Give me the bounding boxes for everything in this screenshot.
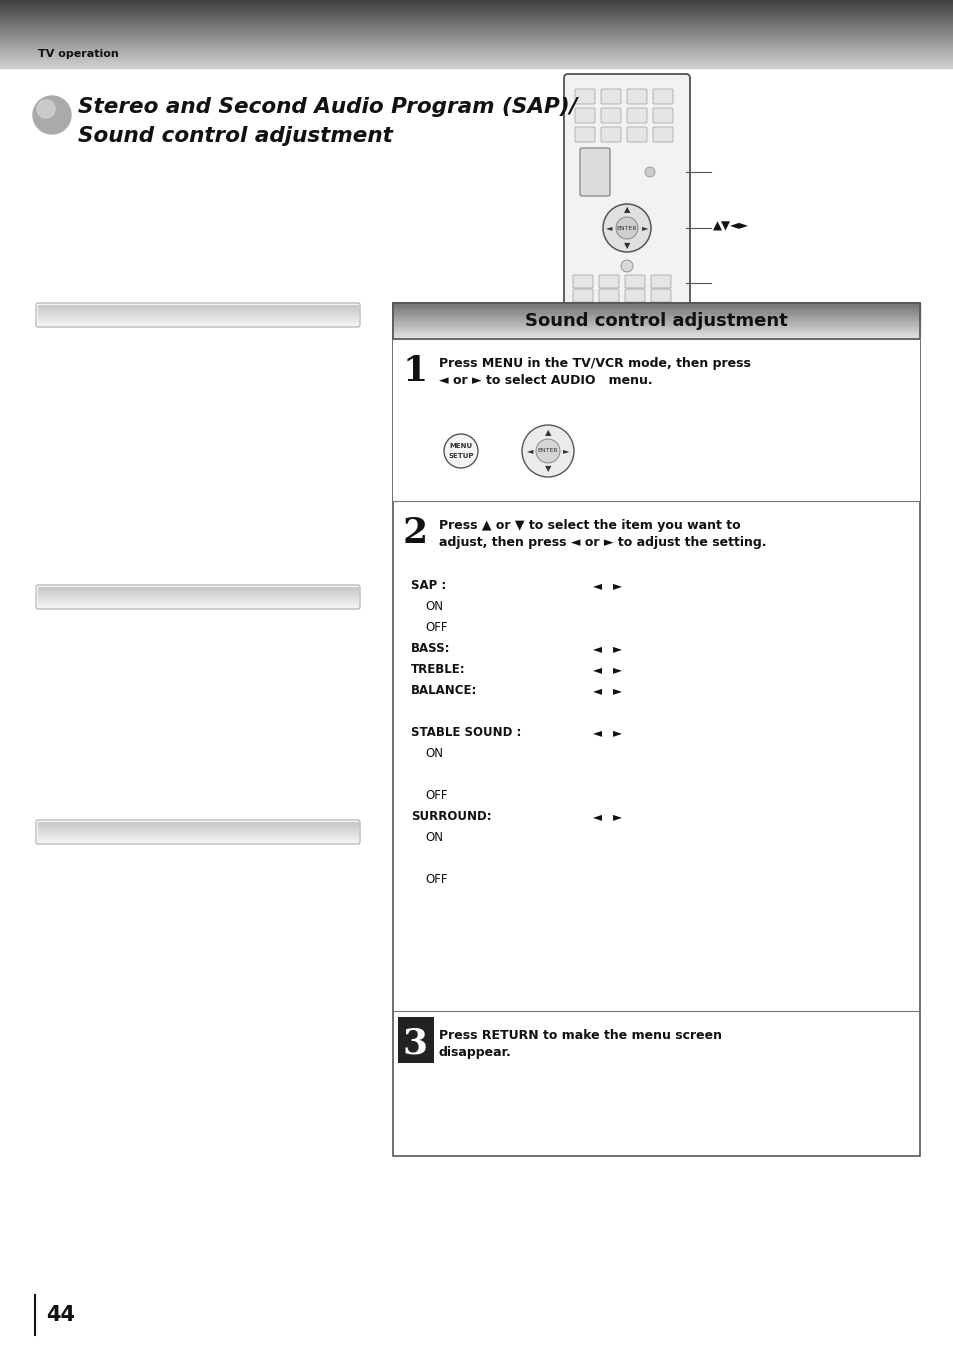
Text: ▲: ▲ <box>623 205 630 215</box>
Text: OFF: OFF <box>424 873 447 886</box>
Text: BALANCE:: BALANCE: <box>411 684 476 697</box>
Text: ▲: ▲ <box>544 428 551 438</box>
Bar <box>393 303 919 339</box>
Text: ◄: ◄ <box>526 446 533 455</box>
Text: ENTER: ENTER <box>616 226 637 231</box>
FancyBboxPatch shape <box>650 276 670 288</box>
FancyBboxPatch shape <box>573 289 593 303</box>
Text: ▲▼◄►: ▲▼◄► <box>712 219 748 232</box>
FancyBboxPatch shape <box>393 303 919 1156</box>
Circle shape <box>602 204 650 253</box>
FancyBboxPatch shape <box>595 320 617 332</box>
Text: MENU: MENU <box>449 443 472 449</box>
Text: Press MENU in the TV/VCR mode, then press: Press MENU in the TV/VCR mode, then pres… <box>438 357 750 370</box>
FancyBboxPatch shape <box>626 108 646 123</box>
Text: disappear.: disappear. <box>438 1046 511 1059</box>
Text: ►: ► <box>641 223 648 232</box>
Text: ◄: ◄ <box>593 580 601 592</box>
Text: ◄: ◄ <box>593 663 601 676</box>
FancyBboxPatch shape <box>622 320 644 332</box>
Text: BASS:: BASS: <box>411 642 450 655</box>
Text: ►: ► <box>613 684 621 697</box>
Text: OFF: OFF <box>424 789 447 802</box>
FancyBboxPatch shape <box>652 108 672 123</box>
FancyBboxPatch shape <box>600 89 620 104</box>
Text: ▼: ▼ <box>544 465 551 473</box>
Circle shape <box>443 434 477 467</box>
FancyBboxPatch shape <box>598 289 618 303</box>
FancyBboxPatch shape <box>579 149 609 196</box>
Text: ◄: ◄ <box>593 642 601 655</box>
Text: SURROUND:: SURROUND: <box>411 811 491 823</box>
FancyBboxPatch shape <box>624 303 644 316</box>
FancyBboxPatch shape <box>563 74 689 312</box>
Circle shape <box>33 96 71 134</box>
Text: Stereo and Second Audio Program (SAP)/: Stereo and Second Audio Program (SAP)/ <box>78 97 577 118</box>
Text: 44: 44 <box>46 1305 75 1325</box>
Text: ◄ or ► to select AUDIO   menu.: ◄ or ► to select AUDIO menu. <box>438 374 652 386</box>
FancyBboxPatch shape <box>600 108 620 123</box>
Text: 1: 1 <box>402 354 428 388</box>
Text: TREBLE:: TREBLE: <box>411 663 465 676</box>
Text: ►: ► <box>613 642 621 655</box>
FancyBboxPatch shape <box>575 89 595 104</box>
FancyBboxPatch shape <box>652 89 672 104</box>
FancyBboxPatch shape <box>598 276 618 288</box>
FancyBboxPatch shape <box>600 127 620 142</box>
FancyBboxPatch shape <box>624 276 644 288</box>
Text: OFF: OFF <box>424 621 447 634</box>
Text: ►: ► <box>613 725 621 739</box>
FancyBboxPatch shape <box>573 276 593 288</box>
Text: Sound control adjustment: Sound control adjustment <box>78 126 393 146</box>
Text: ►: ► <box>613 663 621 676</box>
FancyBboxPatch shape <box>575 127 595 142</box>
FancyBboxPatch shape <box>652 127 672 142</box>
Text: ◄: ◄ <box>605 223 612 232</box>
Text: ON: ON <box>424 747 442 761</box>
Text: STABLE SOUND :: STABLE SOUND : <box>411 725 521 739</box>
Text: 3: 3 <box>402 1025 428 1061</box>
Bar <box>397 1017 434 1063</box>
Text: ON: ON <box>424 831 442 844</box>
Text: ENTER: ENTER <box>537 449 558 454</box>
Text: Sound control adjustment: Sound control adjustment <box>524 312 787 330</box>
Text: SAP :: SAP : <box>411 580 446 592</box>
Text: TV operation: TV operation <box>38 49 118 59</box>
FancyBboxPatch shape <box>624 289 644 303</box>
FancyBboxPatch shape <box>650 303 670 316</box>
Text: ◄: ◄ <box>593 684 601 697</box>
FancyBboxPatch shape <box>573 303 593 316</box>
FancyBboxPatch shape <box>575 108 595 123</box>
Text: Press RETURN to make the menu screen: Press RETURN to make the menu screen <box>438 1029 721 1042</box>
FancyBboxPatch shape <box>626 89 646 104</box>
Circle shape <box>620 259 633 272</box>
Circle shape <box>616 218 638 239</box>
Circle shape <box>644 168 655 177</box>
Text: ON: ON <box>424 600 442 613</box>
Text: ◄: ◄ <box>593 725 601 739</box>
FancyBboxPatch shape <box>626 127 646 142</box>
FancyBboxPatch shape <box>650 289 670 303</box>
Text: ►: ► <box>562 446 569 455</box>
Text: ▼: ▼ <box>623 242 630 250</box>
Circle shape <box>521 426 574 477</box>
Text: adjust, then press ◄ or ► to adjust the setting.: adjust, then press ◄ or ► to adjust the … <box>438 536 765 549</box>
Text: SETUP: SETUP <box>448 453 474 459</box>
Text: ◄: ◄ <box>593 811 601 823</box>
Circle shape <box>536 439 559 463</box>
Text: ►: ► <box>613 811 621 823</box>
Text: 2: 2 <box>402 516 428 550</box>
Text: ►: ► <box>613 580 621 592</box>
FancyBboxPatch shape <box>598 303 618 316</box>
Bar <box>393 339 919 501</box>
Text: Press ▲ or ▼ to select the item you want to: Press ▲ or ▼ to select the item you want… <box>438 519 740 532</box>
Circle shape <box>37 100 55 118</box>
